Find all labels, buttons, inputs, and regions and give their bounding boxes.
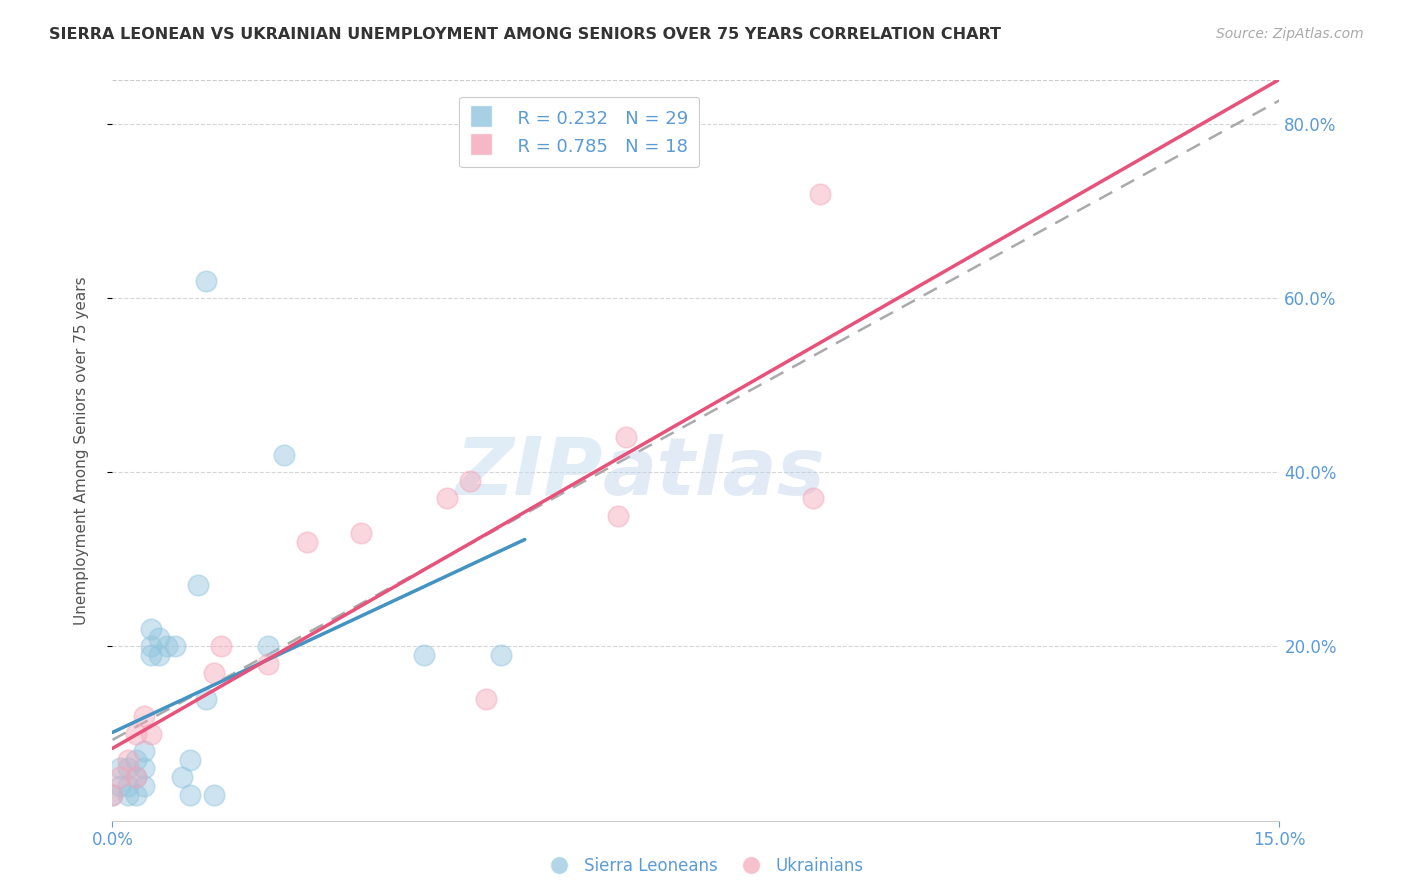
Point [156,640,179,654]
Point [141,648,163,662]
Point [491,648,513,662]
Point [132,761,155,775]
Point [110,770,132,784]
Point [187,578,209,592]
Point [125,770,148,784]
Point [179,788,201,802]
Point [194,274,217,288]
Text: atlas: atlas [603,434,825,512]
Point [202,665,225,680]
Point [132,709,155,723]
Point [117,753,139,767]
Point [141,726,163,740]
Point [475,691,498,706]
Point [141,640,163,654]
Point [163,640,186,654]
Point [257,657,280,671]
Point [614,430,637,444]
Point [117,779,139,793]
Point [209,640,232,654]
Point [257,640,280,654]
Text: ZIP: ZIP [456,434,603,512]
Text: SIERRA LEONEAN VS UKRAINIAN UNEMPLOYMENT AMONG SENIORS OVER 75 YEARS CORRELATION: SIERRA LEONEAN VS UKRAINIAN UNEMPLOYMENT… [49,27,1001,42]
Point [148,648,170,662]
Legend: Sierra Leoneans, Ukrainians: Sierra Leoneans, Ukrainians [536,851,870,882]
Point [117,788,139,802]
Point [273,448,295,462]
Point [194,691,217,706]
Point [436,491,458,506]
Point [125,726,148,740]
Point [607,508,630,523]
Point [101,788,124,802]
Point [801,491,824,506]
Point [117,761,139,775]
Point [125,753,148,767]
Point [141,622,163,636]
Point [172,770,194,784]
Point [110,779,132,793]
Point [810,186,832,201]
Point [179,753,201,767]
Y-axis label: Unemployment Among Seniors over 75 years: Unemployment Among Seniors over 75 years [75,277,89,624]
Point [101,788,124,802]
Point [412,648,434,662]
Point [110,761,132,775]
Point [148,631,170,645]
Point [350,526,373,541]
Point [202,788,225,802]
Legend:   R = 0.232   N = 29,   R = 0.785   N = 18: R = 0.232 N = 29, R = 0.785 N = 18 [460,96,699,168]
Point [125,788,148,802]
Text: Source: ZipAtlas.com: Source: ZipAtlas.com [1216,27,1364,41]
Point [460,474,482,488]
Point [132,779,155,793]
Point [125,770,148,784]
Point [132,744,155,758]
Point [295,535,318,549]
